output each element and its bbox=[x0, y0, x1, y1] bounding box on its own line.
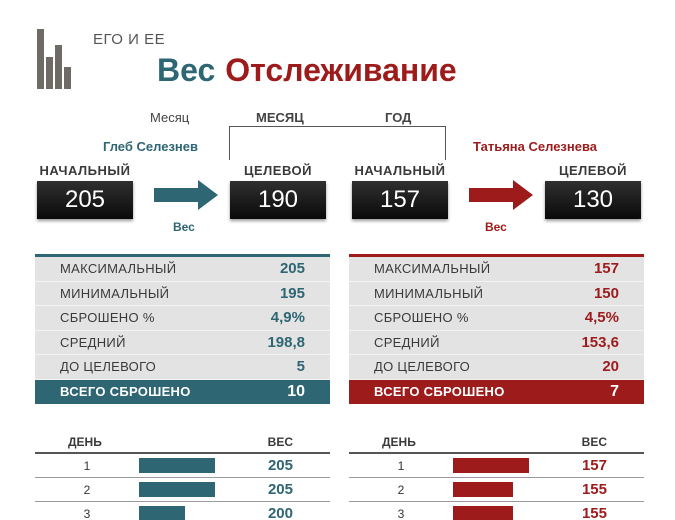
log-header-day: ДЕНЬ bbox=[382, 435, 416, 449]
stat-row: МАКСИМАЛЬНЫЙ 157 bbox=[349, 257, 644, 282]
page-title: Вес Отслеживание bbox=[157, 52, 457, 89]
log-day: 1 bbox=[397, 458, 405, 473]
her-start-label: НАЧАЛЬНЫЙ bbox=[354, 163, 446, 178]
log-row[interactable]: 1 205 bbox=[35, 454, 330, 478]
stat-row: СРЕДНИЙ 153,6 bbox=[349, 330, 644, 355]
month-caption[interactable]: МЕСЯЦ bbox=[256, 110, 304, 125]
her-start-weight[interactable]: 157 bbox=[352, 181, 448, 219]
total-value: 10 bbox=[287, 382, 305, 400]
log-day: 3 bbox=[397, 506, 405, 520]
stat-row: МИНИМАЛЬНЫЙ 195 bbox=[35, 281, 330, 306]
stat-label: ДО ЦЕЛЕВОГО bbox=[374, 359, 471, 375]
header-subtitle: ЕГО И ЕЕ bbox=[93, 31, 166, 48]
stat-value: 157 bbox=[593, 260, 619, 278]
stat-label: МИНИМАЛЬНЫЙ bbox=[60, 285, 170, 301]
stat-value: 4,9% bbox=[270, 309, 305, 327]
title-part-tracking: Отслеживание bbox=[225, 52, 457, 88]
his-weight-caption: Вес bbox=[173, 220, 195, 234]
her-arrow-icon bbox=[469, 180, 533, 210]
log-row[interactable]: 3 200 bbox=[35, 502, 330, 520]
her-stats-table: МАКСИМАЛЬНЫЙ 157 МИНИМАЛЬНЫЙ 150 СБРОШЕНО … bbox=[349, 254, 644, 404]
stat-label: ДО ЦЕЛЕВОГО bbox=[60, 359, 157, 375]
her-total-row: ВСЕГО СБРОШЕНО 7 bbox=[349, 379, 644, 404]
log-row[interactable]: 1 157 bbox=[349, 454, 644, 478]
his-start-label: НАЧАЛЬНЫЙ bbox=[39, 163, 131, 178]
her-weight-log: ДЕНЬ ВЕС 1 157 2 155 3 155 bbox=[349, 432, 644, 520]
stat-row: МАКСИМАЛЬНЫЙ 205 bbox=[35, 257, 330, 282]
her-weight-caption: Вес bbox=[485, 220, 507, 234]
stat-value: 205 bbox=[279, 260, 305, 278]
his-weight-log: ДЕНЬ ВЕС 1 205 2 205 3 200 bbox=[35, 432, 330, 520]
log-weight: 155 bbox=[581, 481, 607, 498]
log-weight-bar bbox=[453, 505, 513, 520]
log-weight: 205 bbox=[267, 481, 293, 498]
stat-value: 153,6 bbox=[581, 333, 619, 351]
period-bracket bbox=[229, 126, 446, 160]
log-row[interactable]: 2 205 bbox=[35, 478, 330, 502]
total-label: ВСЕГО СБРОШЕНО bbox=[60, 384, 191, 399]
log-day: 1 bbox=[83, 458, 91, 473]
his-stats-table: МАКСИМАЛЬНЫЙ 205 МИНИМАЛЬНЫЙ 195 СБРОШЕНО … bbox=[35, 254, 330, 404]
log-day: 2 bbox=[83, 482, 91, 497]
month-label: Месяц bbox=[150, 110, 190, 125]
log-weight-bar bbox=[139, 457, 215, 473]
stat-value: 4,5% bbox=[584, 309, 619, 327]
his-target-label: ЦЕЛЕВОЙ bbox=[244, 163, 312, 178]
his-target-weight[interactable]: 190 bbox=[230, 181, 326, 219]
logo-bars-icon bbox=[37, 29, 73, 89]
stat-label: СРЕДНИЙ bbox=[374, 334, 440, 350]
stat-label: МАКСИМАЛЬНЫЙ bbox=[374, 261, 491, 277]
stat-value: 150 bbox=[593, 284, 619, 302]
stat-value: 198,8 bbox=[267, 333, 305, 351]
stat-row: СРЕДНИЙ 198,8 bbox=[35, 330, 330, 355]
stat-row: СБРОШЕНО % 4,5% bbox=[349, 306, 644, 331]
stat-value: 195 bbox=[279, 284, 305, 302]
log-header-weight: ВЕС bbox=[581, 435, 607, 449]
total-label: ВСЕГО СБРОШЕНО bbox=[374, 384, 505, 399]
log-day: 3 bbox=[83, 506, 91, 520]
total-value: 7 bbox=[610, 382, 619, 400]
log-weight-bar bbox=[453, 481, 513, 497]
stat-row: МИНИМАЛЬНЫЙ 150 bbox=[349, 281, 644, 306]
log-weight: 155 bbox=[581, 505, 607, 520]
log-header: ДЕНЬ ВЕС bbox=[349, 432, 644, 454]
title-part-weight: Вес bbox=[157, 52, 216, 88]
year-caption[interactable]: ГОД bbox=[385, 110, 412, 125]
log-header: ДЕНЬ ВЕС bbox=[35, 432, 330, 454]
log-weight: 200 bbox=[267, 505, 293, 520]
stat-value: 5 bbox=[296, 358, 305, 376]
stat-row: СБРОШЕНО % 4,9% bbox=[35, 306, 330, 331]
her-target-weight[interactable]: 130 bbox=[545, 181, 641, 219]
log-row[interactable]: 2 155 bbox=[349, 478, 644, 502]
log-header-weight: ВЕС bbox=[267, 435, 293, 449]
stat-label: МИНИМАЛЬНЫЙ bbox=[374, 285, 484, 301]
his-total-row: ВСЕГО СБРОШЕНО 10 bbox=[35, 379, 330, 404]
stat-label: МАКСИМАЛЬНЫЙ bbox=[60, 261, 177, 277]
log-row[interactable]: 3 155 bbox=[349, 502, 644, 520]
stat-row: ДО ЦЕЛЕВОГО 20 bbox=[349, 355, 644, 380]
log-weight: 205 bbox=[267, 457, 293, 474]
log-weight-bar bbox=[139, 481, 215, 497]
her-target-label: ЦЕЛЕВОЙ bbox=[559, 163, 627, 178]
log-weight-bar bbox=[453, 457, 529, 473]
stat-label: СРЕДНИЙ bbox=[60, 334, 126, 350]
stat-row: ДО ЦЕЛЕВОГО 5 bbox=[35, 355, 330, 380]
his-start-weight[interactable]: 205 bbox=[37, 181, 133, 219]
log-weight: 157 bbox=[581, 457, 607, 474]
log-day: 2 bbox=[397, 482, 405, 497]
her-name: Татьяна Селезнева bbox=[473, 139, 598, 154]
his-name: Глеб Селезнев bbox=[103, 139, 198, 154]
log-weight-bar bbox=[139, 505, 185, 520]
log-header-day: ДЕНЬ bbox=[68, 435, 102, 449]
stat-label: СБРОШЕНО % bbox=[60, 310, 155, 326]
stat-label: СБРОШЕНО % bbox=[374, 310, 469, 326]
his-arrow-icon bbox=[154, 180, 218, 210]
stat-value: 20 bbox=[602, 358, 619, 376]
